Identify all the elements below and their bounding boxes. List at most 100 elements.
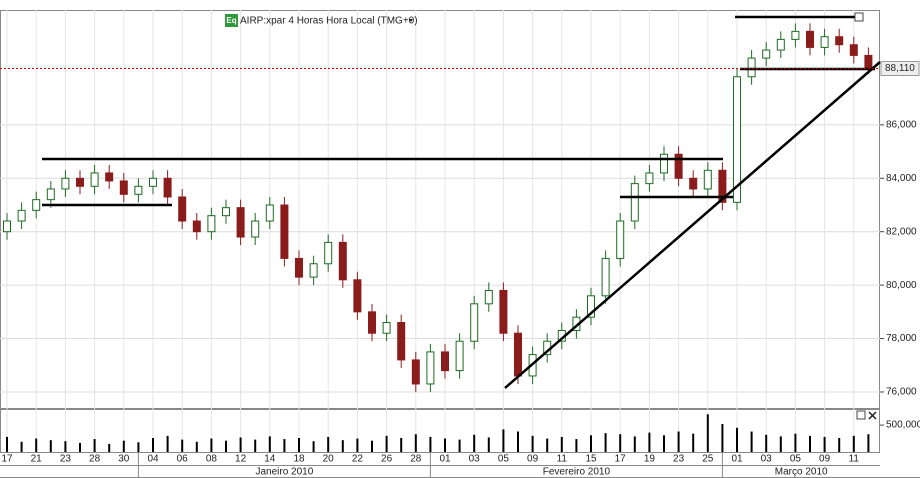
candle-body [616,220,625,259]
volume-bar [823,436,826,452]
candle-body [630,183,639,222]
volume-bar [283,439,286,452]
x-tick-label: 17 [615,454,627,465]
volume-bar [341,440,344,452]
volume-bar [137,442,140,452]
volume-bar [794,433,797,452]
candle-body [703,169,712,190]
x-tick-label: 11 [557,454,568,465]
icon-label: Eq [226,16,236,25]
volume-bar [531,435,534,452]
candle-body [806,30,814,48]
candle-body [849,44,858,56]
candle-body [470,303,479,342]
volume-bar [867,434,870,452]
y-tick-label: 78,000 [886,333,917,344]
volume-tick-label: 500,000 [886,420,920,431]
candle-body [163,177,172,198]
volume-bar [195,441,198,452]
volume-bar [166,435,169,452]
y-tick-label: 76,000 [886,387,917,398]
volume-bar [385,435,388,452]
volume-bar [692,433,695,452]
candle-body [776,38,785,51]
candle-body [134,185,143,195]
candle-body [718,169,727,203]
candle-body [119,180,128,195]
candle-body [733,76,741,203]
candle-body [645,172,654,185]
x-tick-label: 20 [323,454,335,465]
x-tick-label: 28 [410,454,422,465]
candle-body [338,241,347,281]
candle-body [864,54,873,69]
candle-body [747,57,756,78]
marks [3,23,873,452]
x-tick-label: 05 [790,454,802,465]
volume-bar [79,442,81,452]
window-button[interactable] [854,12,864,22]
x-tick-label: 09 [527,454,539,465]
candle-body [3,220,11,233]
last-price-label: 88,110 [885,63,915,74]
volume-bar [298,438,300,452]
volume-bar [765,434,768,452]
candle-body [222,207,230,217]
y-tick-label: 80,000 [886,280,917,291]
x-tick-label: 17 [1,454,13,465]
maximize-button[interactable] [856,410,866,420]
candle-body [46,188,55,201]
candle-body [411,359,420,385]
volume-bar [20,441,23,452]
dropdown-arrow[interactable] [409,19,413,22]
x-tick-label: 01 [439,454,451,465]
volume-bar [371,440,373,452]
volume-bar [677,431,680,452]
candle-body [295,257,303,278]
candle-body [791,30,800,40]
volume-bar [400,438,403,452]
candle-body [192,220,201,233]
x-tick-label: 23 [673,454,685,465]
candle-body [251,220,260,238]
month-label: Março 2010 [775,467,828,478]
icon [225,14,238,27]
x-tick-label: 30 [118,454,130,465]
volume-bar [152,438,154,452]
volume-bar [356,438,359,452]
close-button[interactable] [868,411,877,420]
candle-body [178,196,187,222]
candle-body [61,177,70,190]
volume-bar [239,437,242,452]
x-tick-label: 05 [498,454,510,465]
candle-body [105,172,114,182]
volume-bar [809,435,811,452]
x-tick-label: 22 [352,454,364,465]
candle-body [236,207,245,238]
candle-body [426,351,435,385]
volume-bar [546,438,549,452]
candle-body [514,332,522,377]
volume-bar [414,434,417,452]
volume-bar [750,431,753,452]
y-tick-label: 86,000 [886,119,917,130]
candle-body [674,153,683,179]
y-tick-label: 82,000 [886,226,917,237]
y-tick-label: 84,000 [886,173,917,184]
volume-bar [268,436,271,452]
volume-bar [487,437,490,452]
volume-bar [6,436,8,452]
candle-body [90,172,99,187]
chart-title[interactable]: AIRP:xpar 4 Horas Hora Local (TMG+0) [240,16,418,27]
candle-body [17,209,26,222]
x-tick-label: 15 [585,454,597,465]
x-tick-label: 21 [31,454,43,465]
x-tick-label: 23 [60,454,72,465]
volume-bar [49,440,52,452]
x-tick-label: 06 [177,454,189,465]
month-label: Janeiro 2010 [255,467,313,478]
volume-bar [312,441,315,452]
